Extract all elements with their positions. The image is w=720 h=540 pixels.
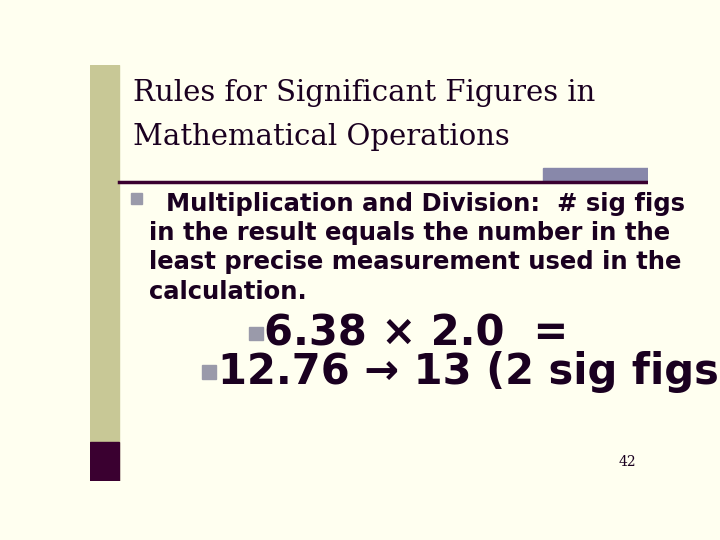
Bar <box>131 193 142 204</box>
Text: calculation.: calculation. <box>149 280 307 303</box>
Text: Rules for Significant Figures in: Rules for Significant Figures in <box>133 79 595 107</box>
Text: in the result equals the number in the: in the result equals the number in the <box>149 221 670 245</box>
Bar <box>544 168 648 182</box>
Bar <box>202 365 216 379</box>
Bar <box>90 65 120 481</box>
Bar <box>90 442 120 481</box>
Text: 6.38 × 2.0  =: 6.38 × 2.0 = <box>264 313 569 355</box>
Text: 12.76 → 13 (2 sig figs): 12.76 → 13 (2 sig figs) <box>218 351 720 393</box>
Text: Mathematical Operations: Mathematical Operations <box>133 123 510 151</box>
Text: 42: 42 <box>618 455 636 469</box>
Bar <box>249 327 263 340</box>
Text: Multiplication and Division:  # sig figs: Multiplication and Division: # sig figs <box>166 192 685 216</box>
Text: least precise measurement used in the: least precise measurement used in the <box>149 251 681 274</box>
